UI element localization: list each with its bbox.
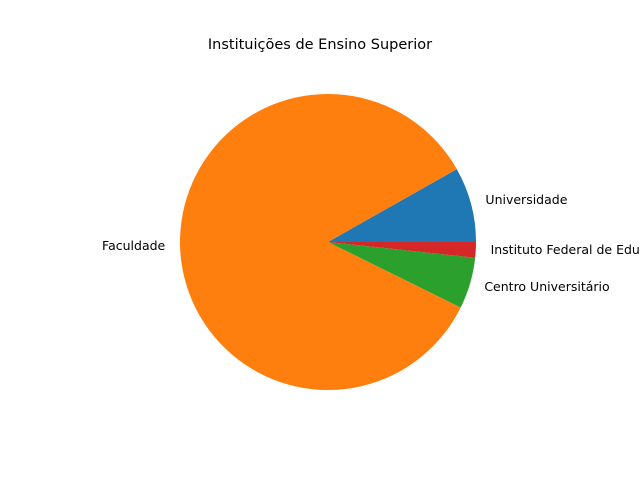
pie-slice-instituto-federal-de-educacao — [328, 242, 476, 258]
pie-label-centro-universitario: Centro Universitário — [484, 279, 609, 294]
chart-title: Instituições de Ensino Superior — [208, 37, 432, 53]
pie-slice-centro-universitario — [328, 242, 476, 308]
pie-label-faculdade: Faculdade — [102, 238, 165, 253]
pie-slice-faculdade — [180, 94, 461, 391]
pie-slices — [180, 94, 476, 391]
pie-slice-universidade — [328, 169, 476, 242]
pie-label-universidade: Universidade — [485, 192, 567, 207]
pie-labels: Universidade Faculdade Centro Universitári… — [102, 192, 640, 294]
pie-label-instituto-federal-de-educacao: Instituto Federal de Educação — [491, 242, 640, 257]
